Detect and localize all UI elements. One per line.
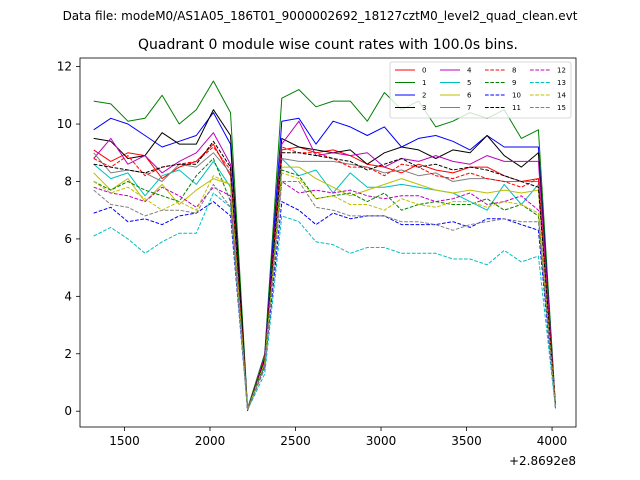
- series-line-7: [93, 152, 556, 411]
- legend-label-12: 12: [557, 67, 566, 75]
- legend-label-8: 8: [512, 67, 516, 75]
- series-line-8: [93, 146, 556, 411]
- series-line-14: [93, 172, 556, 411]
- y-tick-label: 6: [64, 232, 72, 246]
- series-line-12: [93, 181, 556, 411]
- x-tick-label: 2500: [280, 434, 311, 448]
- y-tick-label: 12: [57, 60, 72, 74]
- y-tick-label: 0: [64, 404, 72, 418]
- series-line-9: [93, 158, 556, 411]
- legend-label-15: 15: [557, 104, 566, 112]
- series-line-10: [93, 201, 556, 411]
- x-tick-label: 2000: [195, 434, 226, 448]
- y-tick-label: 10: [57, 117, 72, 131]
- legend-label-4: 4: [467, 67, 472, 75]
- legend-label-2: 2: [422, 92, 426, 100]
- y-tick-label: 8: [64, 174, 72, 188]
- plot-frame: [79, 57, 577, 428]
- legend-label-3: 3: [422, 104, 426, 112]
- series-line-15: [93, 181, 556, 411]
- plot-area: [93, 80, 556, 412]
- series-line-6: [93, 166, 556, 411]
- series-line-11: [93, 140, 556, 411]
- legend-label-7: 7: [467, 104, 471, 112]
- series-line-13: [93, 192, 556, 411]
- series-line-0: [93, 143, 556, 411]
- suptitle: Data file: modeM0/AS1A05_186T01_90000026…: [63, 9, 578, 23]
- legend-label-0: 0: [422, 67, 426, 75]
- y-tick-label: 2: [64, 347, 72, 361]
- series-line-3: [93, 109, 556, 412]
- y-axis: 0 2 4 6 8 10 12: [57, 60, 80, 418]
- x-tick-label: 4000: [537, 434, 568, 448]
- legend-label-9: 9: [512, 79, 516, 87]
- legend-label-13: 13: [557, 79, 566, 87]
- legend-label-1: 1: [422, 79, 426, 87]
- y-tick-label: 4: [64, 289, 72, 303]
- legend-label-11: 11: [512, 104, 521, 112]
- legend-label-14: 14: [557, 92, 566, 100]
- x-axis: 1500 2000 2500 3000 3500 4000: [109, 427, 567, 448]
- x-tick-label: 3500: [451, 434, 482, 448]
- legend-label-5: 5: [467, 79, 471, 87]
- x-tick-label: 3000: [366, 434, 397, 448]
- series-line-2: [93, 112, 556, 411]
- legend-label-10: 10: [512, 92, 521, 100]
- series-line-1: [93, 80, 556, 409]
- chart-title: Quadrant 0 module wise count rates with …: [138, 37, 518, 53]
- series-line-4: [93, 120, 556, 411]
- x-offset-label: +2.8692e8: [509, 454, 576, 468]
- legend-box: [389, 61, 572, 119]
- legend-label-6: 6: [467, 92, 472, 100]
- x-tick-label: 1500: [109, 434, 140, 448]
